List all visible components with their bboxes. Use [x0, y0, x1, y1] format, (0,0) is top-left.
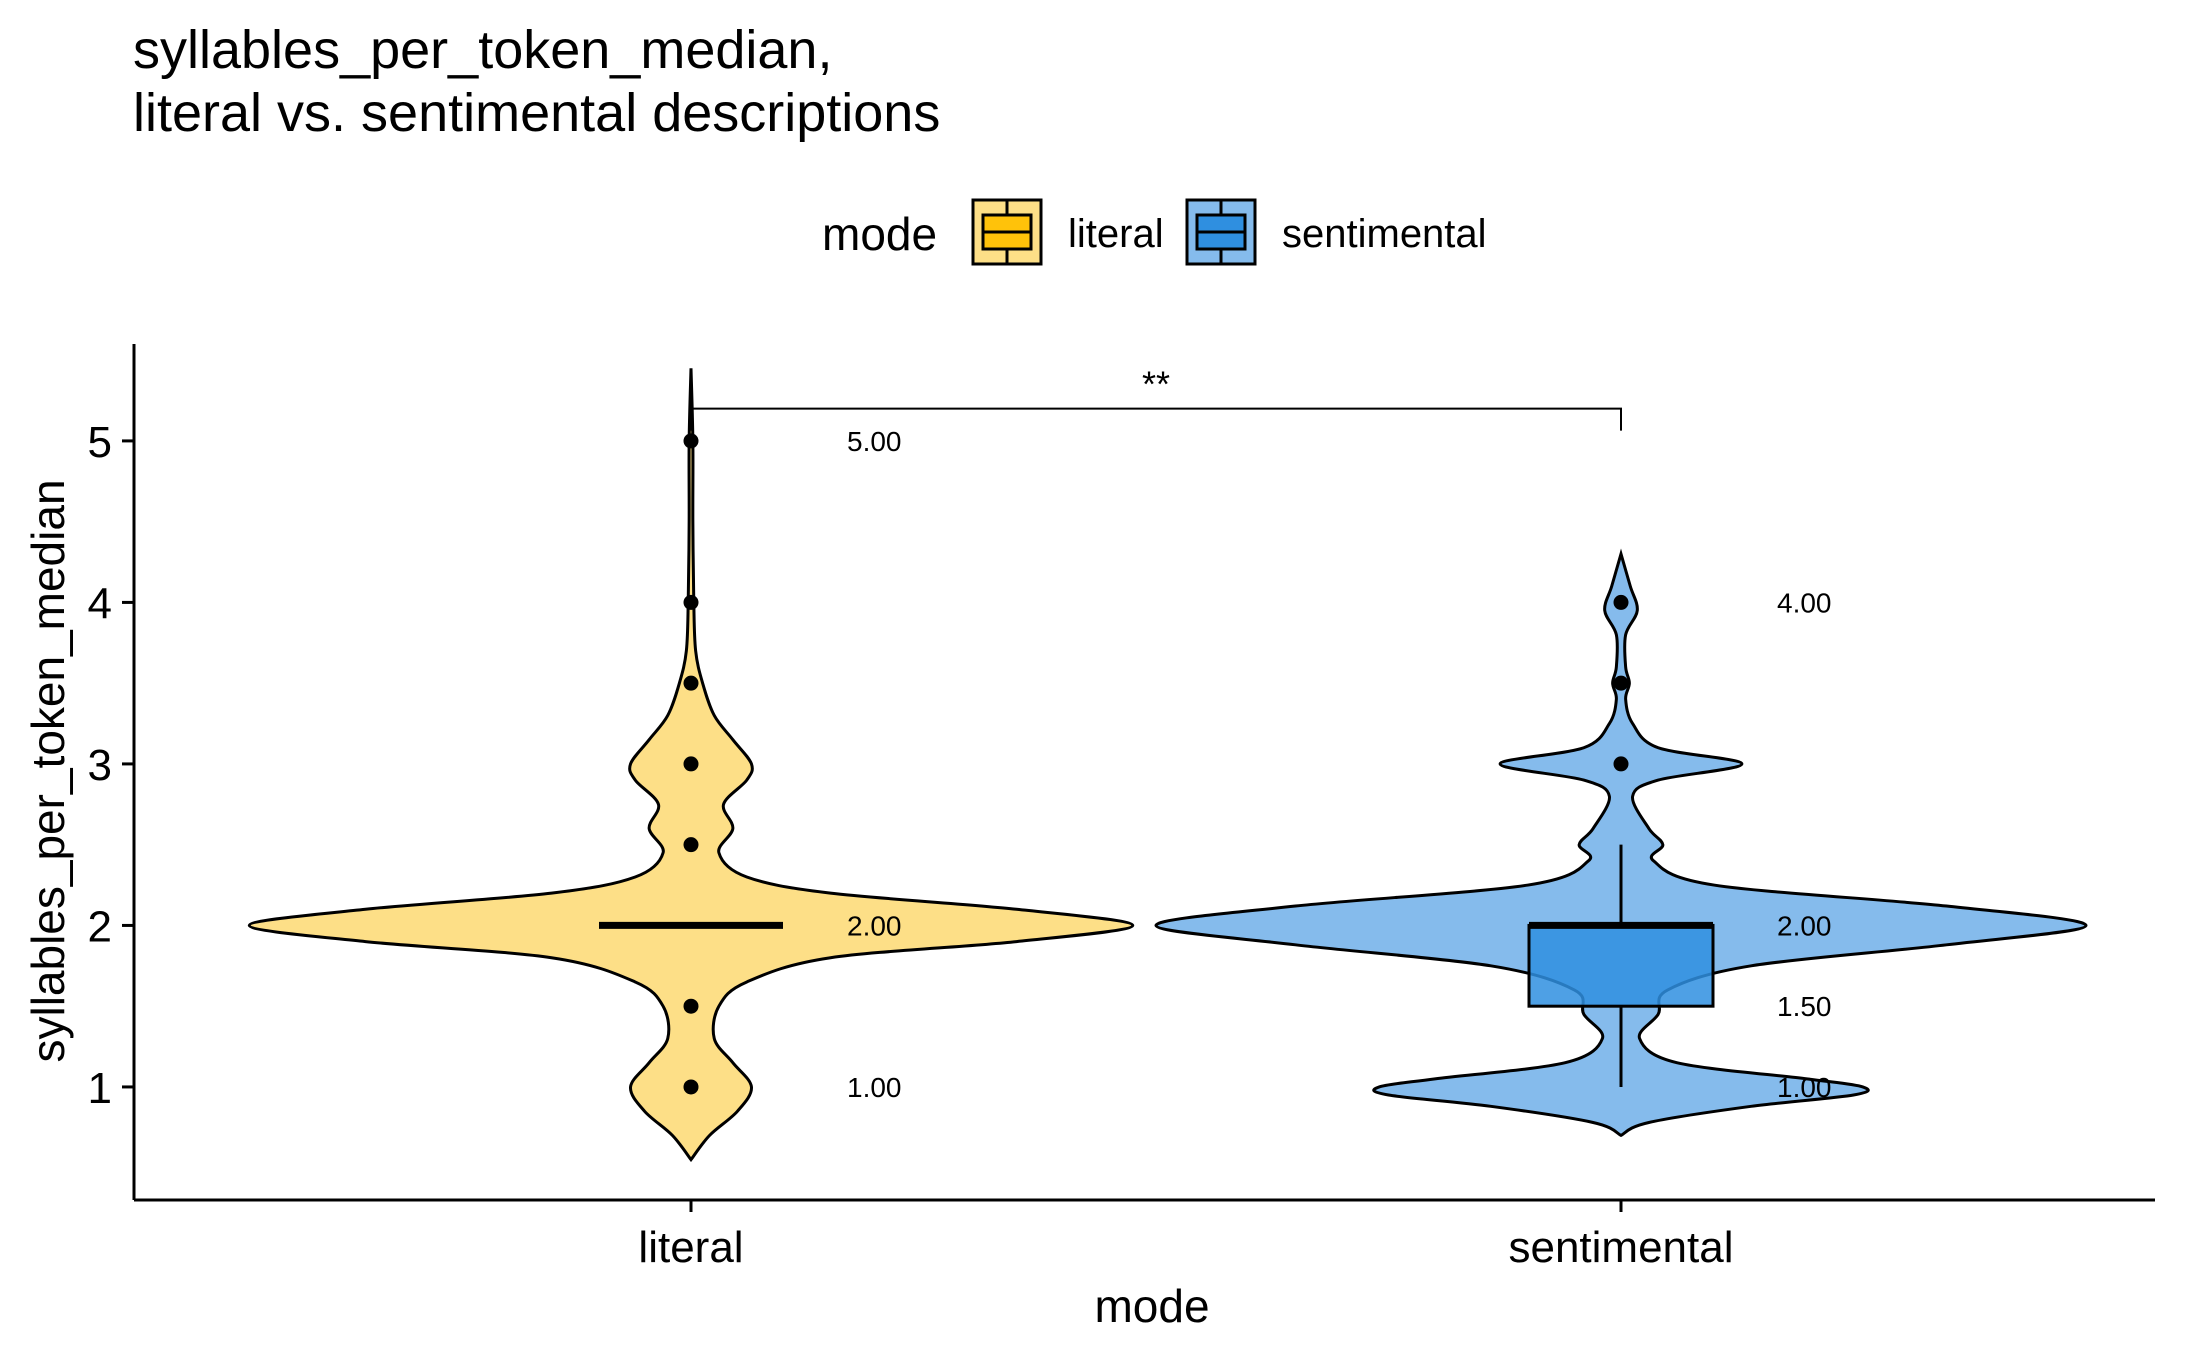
value-label-sentimental: 4.00	[1777, 587, 1832, 618]
plot-area: 5.00 2.00 1.00 4.00 2.00 1.50 1.00 **	[247, 364, 2088, 1163]
y-tick-label: 3	[88, 741, 112, 790]
value-label-sentimental: 2.00	[1777, 910, 1832, 941]
outlier-point-literal	[683, 1079, 699, 1095]
value-label-literal: 1.00	[847, 1072, 902, 1103]
y-axis-title: syllables_per_token_median	[22, 479, 74, 1062]
y-tick-label: 1	[88, 1064, 112, 1113]
significance-bracket	[690, 407, 1622, 431]
x-axis-ticks: literal sentimental	[638, 1200, 1734, 1272]
value-label-literal: 5.00	[847, 426, 902, 457]
legend-key-sentimental	[1185, 198, 1257, 266]
y-axis-ticks: 1 2 3 4 5	[88, 418, 134, 1113]
legend-label-literal: literal	[1068, 212, 1164, 256]
legend-label-sentimental: sentimental	[1282, 212, 1487, 256]
legend: mode literal sentimental	[822, 198, 1487, 266]
x-axis-title: mode	[1094, 1280, 1209, 1332]
x-tick-label-sentimental: sentimental	[1508, 1223, 1733, 1272]
significance-label: **	[1142, 364, 1170, 405]
legend-key-literal	[971, 198, 1043, 266]
value-label-literal: 2.00	[847, 910, 902, 941]
outlier-point-sentimental	[1613, 594, 1629, 610]
outlier-point-sentimental	[1613, 675, 1629, 691]
y-tick-label: 2	[88, 902, 112, 951]
y-tick-label: 5	[88, 418, 112, 467]
value-label-sentimental: 1.50	[1777, 991, 1832, 1022]
chart-title-line-2: literal vs. sentimental descriptions	[133, 83, 940, 143]
box-sentimental	[1527, 923, 1715, 1008]
outlier-point-literal	[683, 756, 699, 772]
outlier-point-sentimental	[1613, 756, 1629, 772]
outlier-point-literal	[683, 594, 699, 610]
chart-title-line-1: syllables_per_token_median,	[133, 20, 832, 80]
legend-title: mode	[822, 208, 937, 260]
value-label-sentimental: 1.00	[1777, 1072, 1832, 1103]
outlier-point-literal	[683, 998, 699, 1014]
outlier-point-literal	[683, 433, 699, 449]
y-tick-label: 4	[88, 579, 112, 628]
x-tick-label-literal: literal	[638, 1223, 743, 1272]
outlier-point-literal	[683, 837, 699, 853]
outlier-point-literal	[683, 675, 699, 691]
